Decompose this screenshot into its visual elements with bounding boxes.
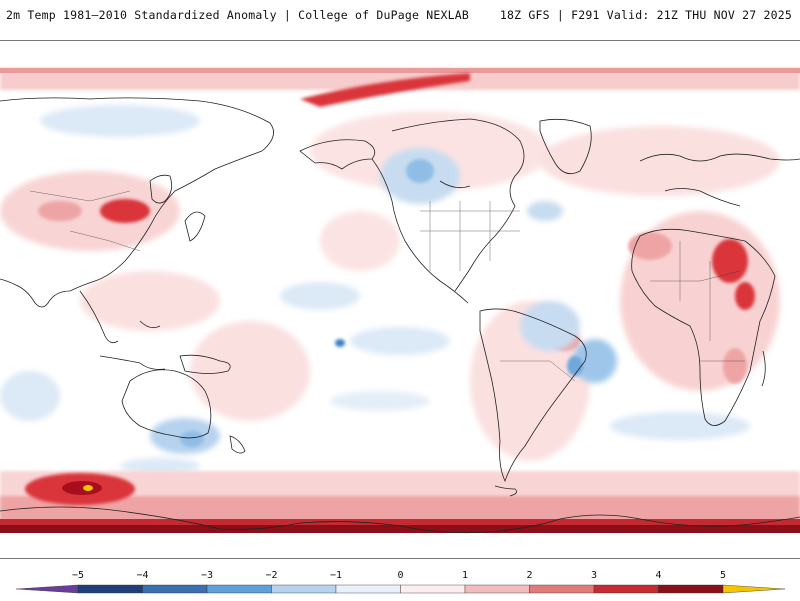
colorbar-tick-label: 3 bbox=[590, 570, 598, 581]
colorbar bbox=[15, 584, 786, 594]
colorbar-tick-labels: −5 −4 −3 −2 −1 0 1 2 3 4 5 bbox=[0, 570, 800, 582]
colorbar-segment bbox=[464, 584, 530, 594]
cold-anomaly-regions bbox=[0, 105, 750, 474]
colorbar-tick-label: 0 bbox=[397, 570, 404, 581]
colorbar-segment bbox=[400, 584, 466, 594]
colorbar-tick-label: −5 bbox=[71, 570, 85, 581]
map-title: 2m Temp 1981–2010 Standardized Anomaly |… bbox=[6, 8, 470, 22]
colorbar-segment bbox=[658, 584, 724, 594]
colorbar-tick-label: −3 bbox=[200, 570, 214, 581]
colorbar-tick-label: 4 bbox=[655, 570, 662, 581]
colorbar-segment bbox=[206, 584, 272, 594]
colorbar-segment bbox=[142, 584, 208, 594]
colorbar-tick-label: 1 bbox=[461, 570, 469, 581]
colorbar-min-arrow bbox=[15, 584, 79, 594]
colorbar-tick-label: 5 bbox=[719, 570, 727, 581]
colorbar-segment bbox=[593, 584, 659, 594]
colorbar-segment bbox=[271, 584, 337, 594]
antarctic-anomaly-band bbox=[0, 471, 800, 533]
country-borders bbox=[29, 190, 745, 382]
colorbar-tick-label: −4 bbox=[136, 570, 149, 581]
map-canvas bbox=[0, 68, 800, 534]
coastlines bbox=[0, 97, 800, 534]
colorbar-segment bbox=[77, 584, 143, 594]
anomaly-map bbox=[0, 40, 800, 559]
colorbar-tick-label: −1 bbox=[329, 570, 343, 581]
header: 2m Temp 1981–2010 Standardized Anomaly |… bbox=[0, 0, 800, 30]
colorbar-segment bbox=[335, 584, 401, 594]
colorbar-legend: −5 −4 −3 −2 −1 0 1 2 3 4 5 bbox=[0, 570, 800, 600]
arctic-anomaly-band bbox=[0, 68, 800, 107]
colorbar-tick-label: −2 bbox=[265, 570, 278, 581]
colorbar-segment bbox=[529, 584, 595, 594]
strong-cold-spots bbox=[180, 159, 583, 447]
model-run-info: 18Z GFS | F291 Valid: 21Z THU NOV 27 202… bbox=[499, 8, 792, 22]
colorbar-max-arrow bbox=[722, 584, 786, 594]
colorbar-tick-label: 2 bbox=[526, 570, 533, 581]
